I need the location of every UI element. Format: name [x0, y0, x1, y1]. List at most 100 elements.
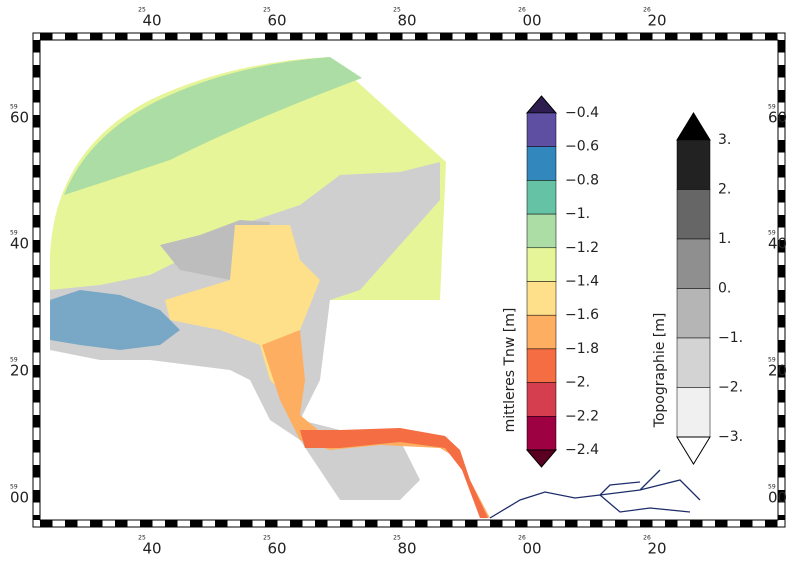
frame-check — [778, 440, 785, 453]
frame-check — [778, 365, 785, 378]
colorbar-label: −2. — [718, 380, 743, 396]
lon-label-deg: 26 — [643, 535, 651, 542]
colorbar-label: −1.4 — [565, 274, 599, 290]
frame-check — [65, 33, 78, 40]
frame-check — [140, 520, 153, 527]
sea-zone — [64, 57, 362, 195]
lat-label-deg: 59 — [10, 357, 18, 364]
colorbar-tnw: −0.4 −0.6 −0.8 −1. −1.2 −1.4 −1.6 −1.8 −2. −2.2 −2… — [525, 95, 599, 468]
frame-check — [33, 65, 40, 78]
frame-check — [778, 390, 785, 403]
lat-label-deg: 59 — [768, 484, 776, 491]
frame-check — [33, 415, 40, 428]
frame-check — [740, 520, 753, 527]
lat-label-min: 60 — [10, 109, 29, 127]
frame-check — [590, 520, 603, 527]
frame-check — [315, 520, 328, 527]
lon-label-deg: 25 — [393, 7, 401, 14]
frame-check — [765, 520, 778, 527]
colorbar-bin — [676, 238, 711, 289]
lat-label-deg: 59 — [768, 230, 776, 237]
lat-label-min: 40 — [768, 235, 787, 253]
frame-check — [190, 520, 203, 527]
frame-check — [33, 465, 40, 478]
lon-label-deg: 25 — [138, 7, 146, 14]
frame-check — [740, 33, 753, 40]
lat-label-deg: 59 — [10, 104, 18, 111]
frame-inner — [39, 39, 779, 521]
colorbar-end — [676, 436, 711, 465]
frame-check — [778, 65, 785, 78]
frame-check — [778, 340, 785, 353]
lon-label-deg: 26 — [643, 7, 651, 14]
frame-check — [390, 520, 403, 527]
frame-check — [33, 215, 40, 228]
frame-check — [778, 415, 785, 428]
frame-check — [640, 33, 653, 40]
colorbar-label: −0.6 — [565, 139, 599, 155]
frame-check — [665, 520, 678, 527]
colorbar-title: Topographie [m] — [652, 313, 668, 429]
frame-check — [465, 33, 478, 40]
frame-check — [765, 33, 778, 40]
frame-check — [778, 515, 785, 520]
lat-label-min: 60 — [768, 109, 787, 127]
colorbar-bin — [676, 139, 711, 190]
lon-label-min: 40 — [142, 540, 161, 558]
frame-check — [33, 440, 40, 453]
lon-label-deg: 26 — [518, 535, 526, 542]
colorbar-bin — [526, 382, 557, 417]
estuary — [300, 428, 488, 518]
frame-check — [33, 190, 40, 203]
colorbar-label: −2. — [565, 375, 590, 391]
colorbar-label: −0.4 — [565, 105, 599, 121]
colorbar-bin — [526, 112, 557, 147]
colorbar-topo: 3. 2. 1. 0. −1. −2. −3. — [676, 112, 743, 465]
colorbar-bin — [526, 348, 557, 383]
frame-check — [40, 33, 53, 40]
colorbar-end — [525, 449, 558, 468]
frame-check — [778, 315, 785, 328]
frame-check — [490, 33, 503, 40]
colorbar-label: −0.8 — [565, 172, 599, 188]
frame-check — [115, 33, 128, 40]
colorbar-label: −2.2 — [565, 408, 599, 424]
frame-check — [315, 33, 328, 40]
frame-check — [33, 290, 40, 303]
frame-check — [640, 520, 653, 527]
frame-check — [778, 465, 785, 478]
colorbar-label: 0. — [718, 281, 731, 297]
frame-check — [540, 33, 553, 40]
frame-check — [90, 520, 103, 527]
frame-check — [240, 33, 253, 40]
colorbar-label: −1.6 — [565, 307, 599, 323]
lon-label-min: 80 — [397, 540, 416, 558]
lon-label-deg: 26 — [518, 7, 526, 14]
colorbar-bin — [676, 387, 711, 438]
frame-check — [165, 33, 178, 40]
frame-check — [778, 265, 785, 278]
lon-label-deg: 25 — [138, 535, 146, 542]
frame-check — [240, 520, 253, 527]
frame-check — [615, 520, 628, 527]
lat-label-min: 20 — [768, 362, 787, 380]
frame-check — [778, 190, 785, 203]
frame-check — [415, 33, 428, 40]
lat-label-deg: 59 — [768, 357, 776, 364]
frame-check — [778, 140, 785, 153]
colorbar-bin — [676, 337, 711, 388]
colorbar-bin — [526, 314, 557, 350]
map-area — [50, 57, 701, 519]
frame-check — [778, 490, 785, 503]
lon-label-min: 80 — [397, 12, 416, 30]
lat-label-deg: 59 — [768, 104, 776, 111]
frame-check — [390, 33, 403, 40]
frame-check — [290, 520, 303, 527]
colorbar-title: mittleres Tnw [m] — [502, 308, 518, 433]
frame-check — [778, 290, 785, 303]
estuary — [262, 330, 490, 518]
frame-check — [340, 520, 353, 527]
tidal-flat — [50, 290, 180, 350]
frame-check — [690, 33, 703, 40]
frame-check — [540, 520, 553, 527]
